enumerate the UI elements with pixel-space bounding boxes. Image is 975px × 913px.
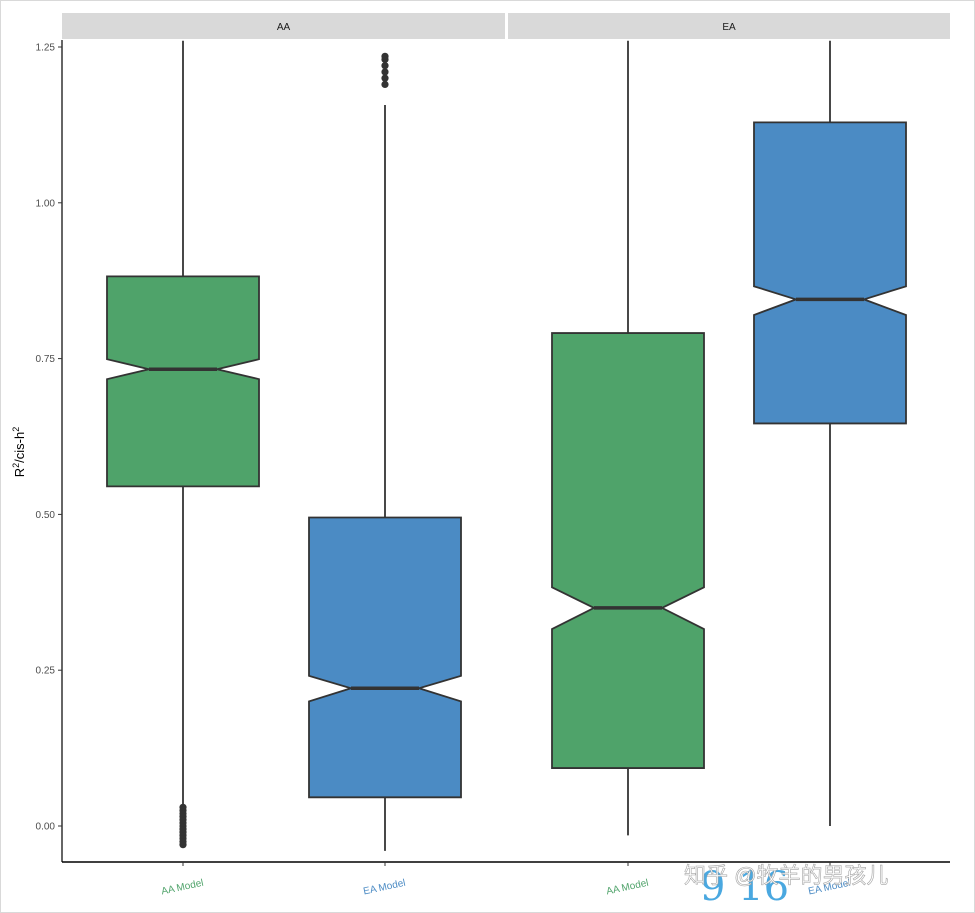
watermark-text: 知乎 @牧羊的男孩儿 [684,863,888,888]
outlier-point [381,74,389,82]
box-body [106,275,260,488]
y-tick-label: 0.75 [36,354,56,365]
x-tick-label: AA Model [160,878,204,898]
y-axis-label-sup1: 2 [11,463,21,468]
box-aa-aa-model [106,40,260,849]
x-tick-label: EA Model [362,878,406,898]
y-axis-label: R2/cis-h2 [11,427,27,477]
facet-strip-label: AA [277,22,291,33]
box-ea-aa-model [551,40,705,836]
outlier-point [381,80,389,88]
y-tick-label: 0.25 [36,666,56,677]
box-body [753,121,907,425]
watermark: 9 16 知乎 @牧羊的男孩儿 [684,863,889,910]
facet-strips: AA EA [62,13,950,39]
y-axis-label-mid: /cis-h [12,432,27,463]
box-body [308,516,462,799]
y-axis: 0.00 0.25 0.50 0.75 1.00 1.25 [36,40,63,862]
y-axis-label-sup2: 2 [11,427,21,432]
facet-strip-ea [508,13,950,39]
box-series [106,40,907,851]
outlier-point [179,803,187,811]
y-tick-label: 1.00 [36,198,56,209]
outlier-point [381,52,389,60]
outlier-point [381,62,389,70]
box-body [551,332,705,769]
y-tick-label: 1.25 [36,43,56,54]
outlier-point [381,68,389,76]
y-tick-label: 0.50 [36,510,56,521]
y-axis-label-main: R [12,468,27,477]
watermark-number: 9 16 [700,864,789,910]
y-tick-label: 0.00 [36,822,56,833]
box-aa-ea-model [308,52,462,851]
facet-strip-aa [62,13,505,39]
facet-strip-label: EA [722,22,736,33]
box-ea-ea-model [753,40,907,826]
x-tick-label: AA Model [605,878,649,898]
